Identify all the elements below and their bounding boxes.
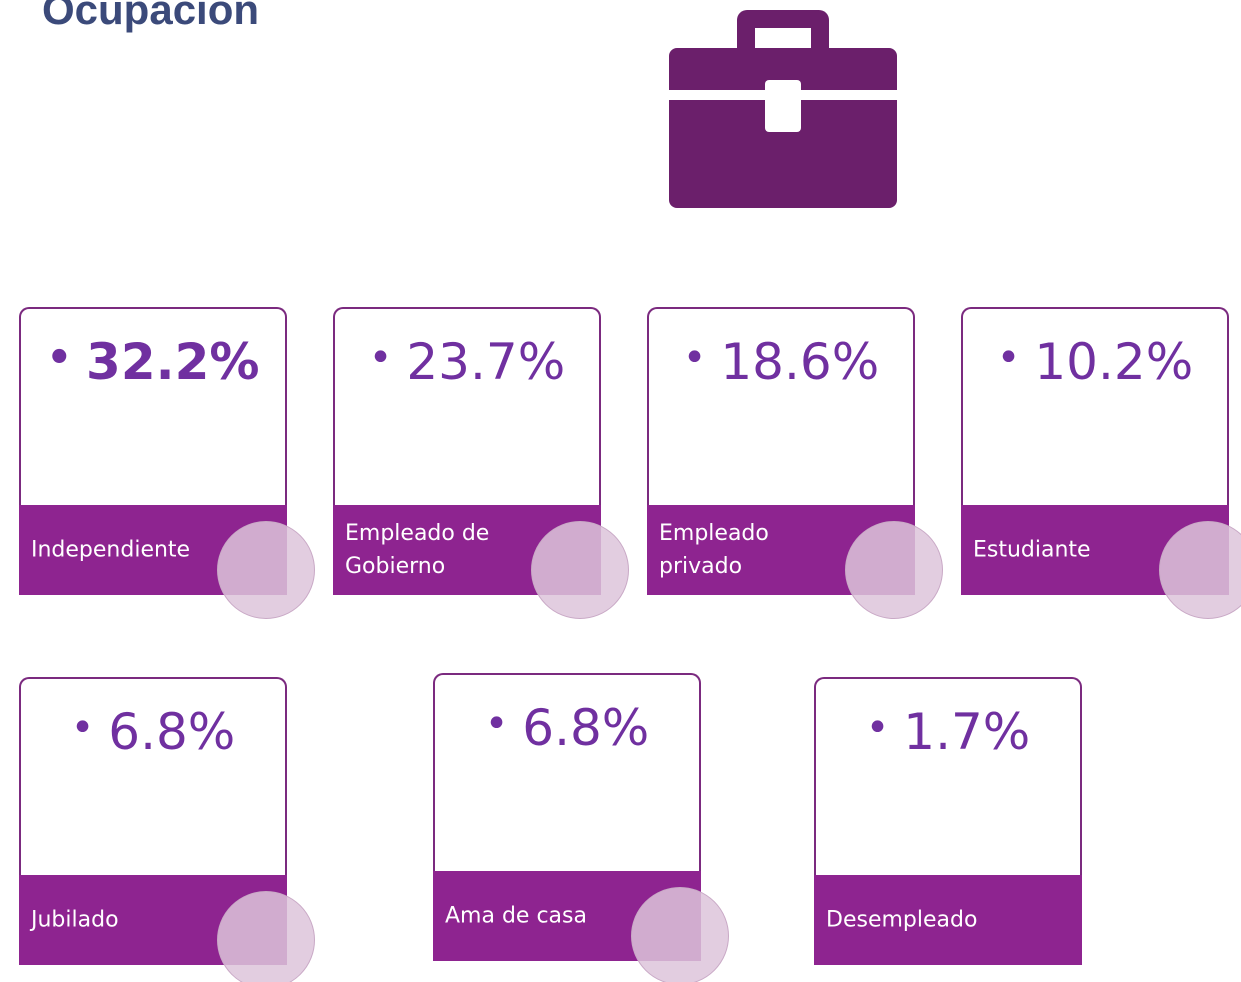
label-band: Desempleado [814,875,1082,965]
percentage: 6.8% [21,703,285,761]
title: Ocupación [42,0,260,33]
label: Empleado privado [659,521,769,579]
percentage: 18.6% [649,333,913,391]
decor-circle [845,521,943,619]
decor-circle [631,887,729,982]
percentage: 6.8% [435,699,699,757]
label: Estudiante [973,537,1091,563]
briefcase-icon [669,10,897,208]
percentage: 10.2% [963,333,1227,391]
decor-circle [217,521,315,619]
card: 18.6% Empleado privado [647,307,915,595]
percentage: 1.7% [816,703,1080,761]
label: Independiente [31,537,191,563]
card: 1.7% Desempleado [814,677,1082,965]
decor-circle [531,521,629,619]
decor-circle [217,891,315,982]
percentage: 32.2% [21,333,285,391]
label: Jubilado [31,907,119,933]
label: Empleado de Gobierno [345,521,490,579]
decor-circle [1159,521,1241,619]
label: Desempleado [826,907,978,933]
percentage: 23.7% [335,333,599,391]
label: Ama de casa [445,903,587,929]
